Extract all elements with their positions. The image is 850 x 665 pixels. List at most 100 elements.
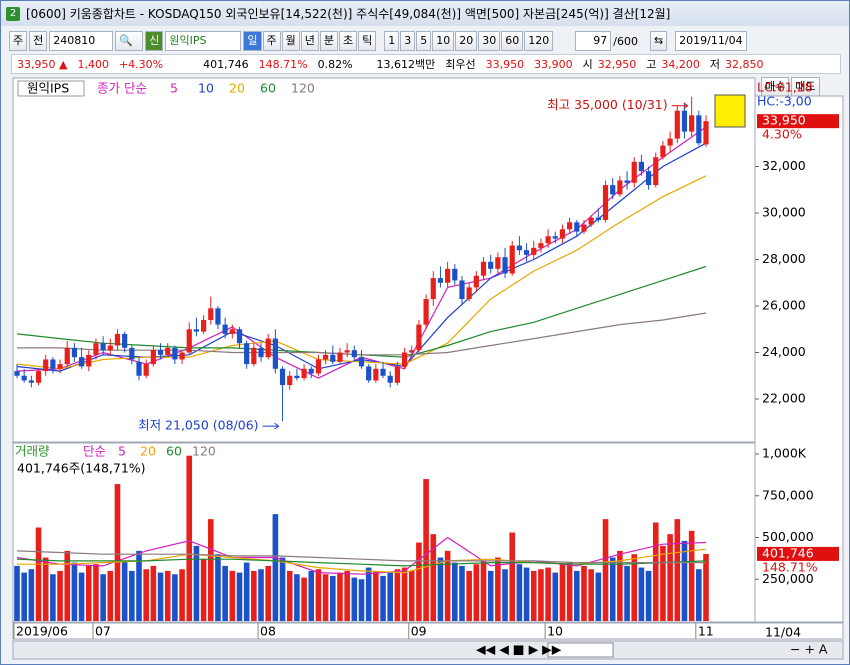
volume-bar xyxy=(681,540,688,621)
candle-body xyxy=(258,347,264,358)
volume-bar xyxy=(631,554,638,621)
volume-bar xyxy=(523,567,530,621)
legend-ma: 20 xyxy=(229,81,245,96)
candle-body xyxy=(193,329,200,332)
price-pane xyxy=(12,77,756,443)
moving-average xyxy=(16,550,706,564)
open-label: 시 xyxy=(582,58,593,71)
search-button[interactable]: 🔍 xyxy=(115,31,144,51)
candle-body xyxy=(588,217,594,225)
scroll-controls[interactable]: ◀◀ ◀ ■ ▶ ▶▶ xyxy=(476,642,562,657)
candle-body xyxy=(696,115,702,144)
scroll-thumb[interactable] xyxy=(547,642,614,658)
bar-count[interactable]: 97 xyxy=(575,31,612,51)
candle-body xyxy=(107,345,113,351)
y-tick-label: 500,000 xyxy=(762,529,814,544)
volume-bar xyxy=(688,530,695,621)
unit-button[interactable]: 월 xyxy=(281,31,300,51)
annotation-arrow xyxy=(262,422,280,430)
candle-body xyxy=(251,347,257,365)
candle-body xyxy=(595,217,601,220)
unit-button[interactable]: 주 xyxy=(262,31,281,51)
volume-bar xyxy=(71,562,78,621)
candle-body xyxy=(574,222,580,232)
candle-body xyxy=(351,350,357,358)
volume: 401,746 xyxy=(203,57,249,71)
candle-body xyxy=(93,343,99,355)
volume-summary: 401,746주(148,71%) xyxy=(17,461,146,476)
volume-bar xyxy=(387,572,394,621)
candle-body xyxy=(165,347,171,355)
bid: 33,900 xyxy=(534,57,573,71)
candle-body xyxy=(14,371,20,376)
new-tag[interactable]: 신 xyxy=(145,31,164,51)
volume-bar xyxy=(28,569,35,621)
candle-body xyxy=(480,261,487,276)
interval-button[interactable]: 30 xyxy=(478,31,501,51)
interval-group: 1 3 5 10 20 30 60 120 xyxy=(384,31,554,51)
volume-bar xyxy=(164,570,171,621)
interval-button[interactable]: 60 xyxy=(501,31,524,51)
volume-bar xyxy=(136,550,142,621)
unit-button[interactable]: 틱 xyxy=(358,31,377,51)
date-input[interactable]: 2019/11/04 xyxy=(675,31,747,51)
volume-bar xyxy=(286,570,293,621)
candle-body xyxy=(617,180,623,195)
volume-bar xyxy=(581,565,587,621)
candle-body xyxy=(581,224,587,232)
candle-body xyxy=(509,245,515,274)
buy-button[interactable]: 매수 xyxy=(761,77,790,97)
volume-bar xyxy=(552,572,559,621)
prev-button[interactable]: 전 xyxy=(29,31,48,51)
candle-body xyxy=(114,333,121,346)
candle-body xyxy=(645,171,652,186)
interval-button[interactable]: 1 xyxy=(384,31,400,51)
candle-body xyxy=(437,278,444,283)
interval-button[interactable]: 5 xyxy=(416,31,432,51)
code-input[interactable]: 240810 xyxy=(49,31,114,51)
legend-ma: 20 xyxy=(140,444,156,459)
volume-ma-title: 단순 xyxy=(83,444,106,459)
volume-ratio-label: 148.71% xyxy=(762,559,818,574)
volume-bar xyxy=(394,569,401,621)
interval-button[interactable]: 10 xyxy=(432,31,455,51)
unit-button[interactable]: 분 xyxy=(319,31,338,51)
volume-bar xyxy=(609,557,616,621)
scroll-track[interactable] xyxy=(12,640,844,660)
volume-bar xyxy=(114,484,121,621)
volume-bar xyxy=(301,577,307,621)
y-tick-label: 750,000 xyxy=(762,487,814,502)
unit-button[interactable]: 일 xyxy=(243,31,262,51)
candle-body xyxy=(35,371,42,383)
quote-bar: 33,950 ▲ 1,400 +4.30% 401,746 148.71% 0.… xyxy=(11,54,841,74)
low-label: 저 xyxy=(709,58,721,71)
volume-bar xyxy=(480,560,487,621)
candle-body xyxy=(689,115,695,132)
volume-bar xyxy=(121,560,128,621)
volume-bar xyxy=(157,572,164,621)
volume-bar xyxy=(530,570,537,621)
candle-body xyxy=(308,368,314,374)
volume-bar xyxy=(674,519,681,621)
candle-body xyxy=(488,261,494,269)
unit-button[interactable]: 초 xyxy=(339,31,358,51)
volume-bar xyxy=(487,570,494,621)
candle-body xyxy=(631,161,637,183)
candle-body xyxy=(344,350,350,353)
legend-ma: 5 xyxy=(118,444,126,459)
interval-button[interactable]: 3 xyxy=(400,31,416,51)
volume-bar xyxy=(14,565,20,621)
tool-button[interactable]: ⇆ xyxy=(649,31,668,51)
zoom-controls[interactable]: − + A xyxy=(790,642,828,657)
volume-bar xyxy=(85,565,92,621)
turnover: 0.82% xyxy=(317,57,353,71)
interval-button[interactable]: 20 xyxy=(455,31,478,51)
volume-bar xyxy=(416,542,422,621)
period-button[interactable]: 주 xyxy=(9,31,28,51)
sell-button[interactable]: 매도 xyxy=(791,77,820,97)
y-tick-label: 30,000 xyxy=(762,204,806,219)
interval-button[interactable]: 120 xyxy=(524,31,554,51)
unit-button[interactable]: 년 xyxy=(300,31,319,51)
volume-bar xyxy=(545,567,551,621)
